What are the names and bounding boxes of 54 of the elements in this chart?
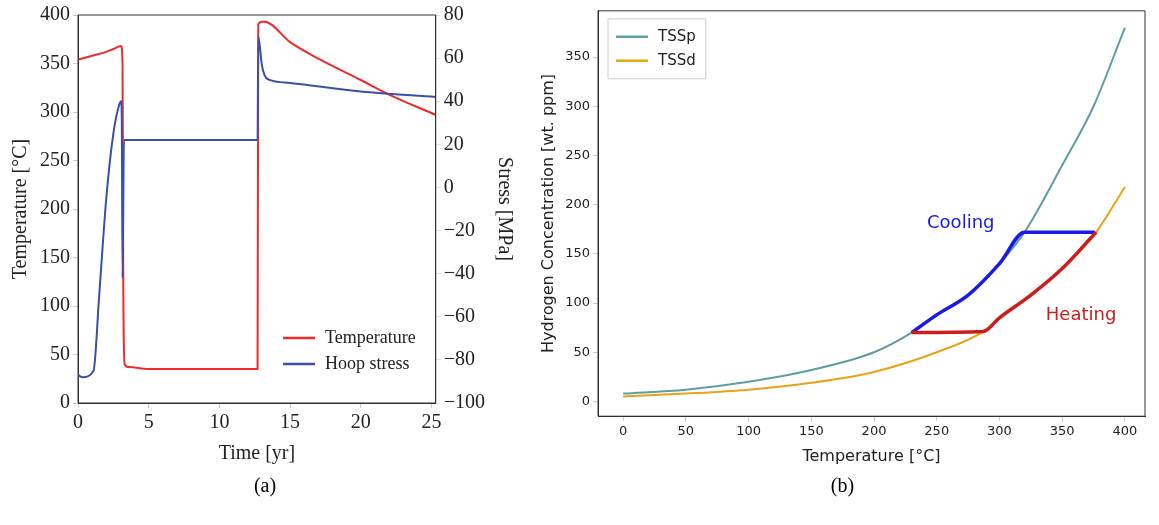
text: (b) [829,474,856,497]
y-axis-title: Hydrogen Concentration [wt. ppm] [537,73,557,354]
x-tick-label: 200 [861,423,887,439]
legend-label: TSSd [657,50,696,69]
x-tick-label: 400 [1112,423,1138,439]
y-tick-label: 0 [581,392,591,408]
x-axis-title: Time [yr] [218,441,296,465]
y-tick-label: 0 [60,390,70,413]
x-tick-label: 25 [421,410,442,433]
y-axis-title: Temperature [°C] [8,138,32,280]
x-tick-label: 300 [987,423,1012,439]
y-tick-label: 150 [565,245,591,261]
y-tick-label: 200 [40,196,70,219]
y-tick-label: 250 [40,147,70,170]
y-tick-label: 300 [40,99,70,122]
x-tick-label: 50 [677,423,695,439]
y2-tick-label: −100 [443,390,485,413]
x-tick-label: 20 [350,410,371,433]
y-tick-label: 300 [565,97,591,113]
x-tick-label: 15 [280,410,301,433]
annotation: Heating [1045,302,1117,324]
legend-label: Temperature [325,326,416,347]
x-tick-label: 350 [1049,423,1075,439]
y2-tick-label: −20 [443,217,475,240]
annotation: Cooling [927,211,995,233]
y2-tick-label: −60 [443,304,475,327]
x-tick-label: 100 [736,423,761,439]
y2-tick-label: 80 [443,2,464,25]
y2-axis-title: Stress [MPa] [494,157,517,261]
y-tick-label: 150 [40,244,70,267]
y-tick-label: 350 [40,50,70,73]
y-tick-label: 400 [40,2,70,25]
y2-tick-label: 0 [443,174,454,197]
y-tick-label: 100 [565,294,591,310]
text: (a) [252,474,278,497]
x-tick-label: 5 [143,410,154,433]
x-tick-label: 250 [924,423,950,439]
legend-label: Hoop stress [325,352,410,373]
x-tick-label: 150 [798,423,824,439]
y-tick-label: 250 [565,146,591,162]
x-tick-label: 0 [618,423,628,439]
y2-tick-label: −40 [443,260,475,283]
y-tick-label: 50 [573,343,591,359]
y-tick-label: 100 [40,293,70,316]
y-tick-label: 200 [565,196,591,212]
y-tick-label: 350 [565,48,591,64]
legend-label: TSSp [657,26,696,45]
x-axis-title: Temperature [°C] [801,445,941,465]
y2-tick-label: −80 [443,347,475,370]
y2-tick-label: 20 [443,131,464,154]
x-tick-label: 10 [209,410,230,433]
y2-tick-label: 40 [443,88,464,111]
y2-tick-label: 60 [443,45,464,68]
y-tick-label: 50 [50,341,70,364]
